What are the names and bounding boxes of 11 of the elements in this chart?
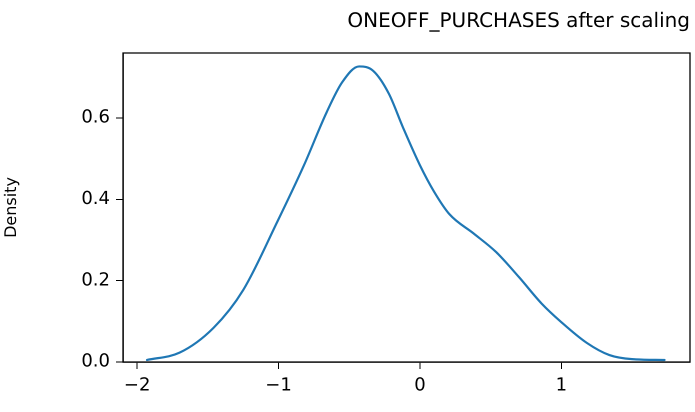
- line-series: [146, 65, 666, 362]
- x-tick-label: −1: [265, 374, 292, 396]
- y-tick-label: 0.0: [81, 350, 110, 372]
- y-tick-label: 0.2: [81, 269, 110, 290]
- x-tick-label: −2: [124, 374, 150, 396]
- y-axis-title: Density: [0, 177, 20, 238]
- x-tick-label: 0: [414, 374, 426, 396]
- x-tick-label: 1: [556, 374, 568, 396]
- y-tick-label: 0.6: [81, 106, 110, 128]
- chart-title: ONEOFF_PURCHASES after scaling: [347, 8, 690, 32]
- y-tick-label: 0.4: [81, 188, 110, 210]
